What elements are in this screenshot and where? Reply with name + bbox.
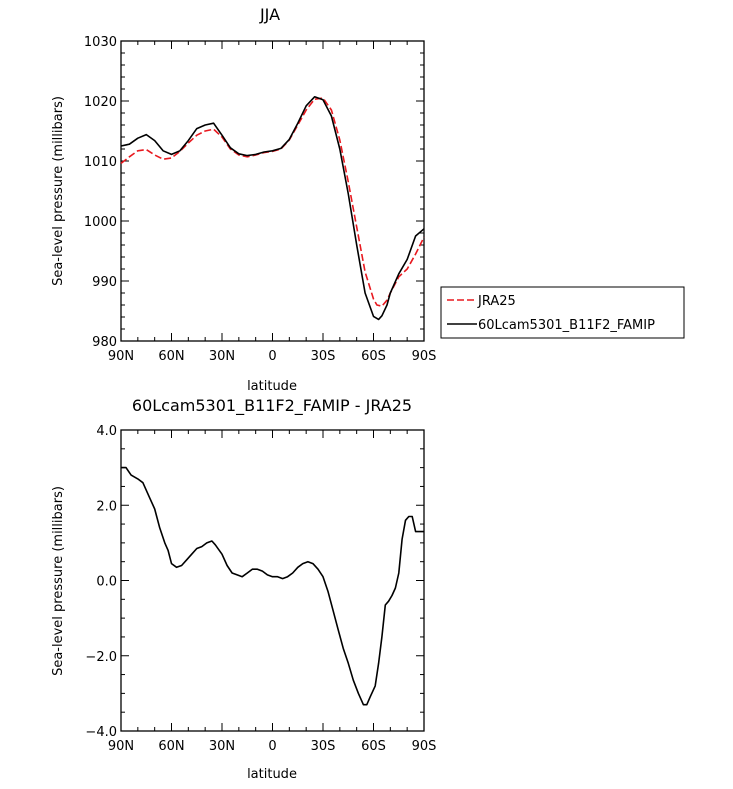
top-y-tick-label: 990 [92,275,117,290]
top-series-line-1 [120,96,425,321]
top-y-tick-label: 1000 [84,215,117,230]
bottom-x-tick-label: 0 [268,739,276,754]
bottom-y-tick-label: 0.0 [96,575,117,590]
bottom-x-tick-label: 60N [158,739,184,754]
bottom-x-tick-label: 30N [209,739,235,754]
legend: JRA25 60Lcam5301_B11F2_FAMIP [440,286,685,339]
bottom-series-line-0 [121,466,424,706]
legend-box [440,286,685,339]
top-chart-title: JJA [259,5,280,24]
top-x-tick-label: 30N [209,349,235,364]
top-x-tick-label: 90N [108,349,134,364]
top-x-tick-label: 60S [361,349,386,364]
bottom-y-axis-title: Sea-level pressure (millibars) [51,486,66,676]
bottom-x-tick-label: 90S [412,739,437,754]
top-plot-frame [120,40,425,342]
bottom-plot-frame [120,429,425,732]
bottom-series-lines [121,466,424,706]
bottom-ticks: 90N 60N 30N 0 30S 60S 90S −4.0 −2.0 0.0 2.0 4.0 [85,424,436,754]
top-y-tick-label: 1010 [84,155,117,170]
top-y-tick-label: 980 [92,335,117,350]
legend-label-model: 60Lcam5301_B11F2_FAMIP [478,318,655,333]
top-panel: JJA 90N 60N 30N 0 30S 60S 90S 980 990 1000 1010 102… [51,5,685,394]
legend-label-jra25: JRA25 [477,294,516,309]
bottom-x-tick-label: 30S [311,739,336,754]
top-series-lines [120,96,425,321]
top-x-tick-label: 30S [311,349,336,364]
top-ticks: 90N 60N 30N 0 30S 60S 90S 980 990 1000 1010 1020 103… [84,35,436,364]
bottom-x-tick-label: 60S [361,739,386,754]
top-x-tick-label: 0 [268,349,276,364]
top-y-tick-label: 1030 [84,35,117,50]
bottom-y-tick-label: −2.0 [85,650,117,665]
top-x-tick-label: 90S [412,349,437,364]
bottom-chart-title: 60Lcam5301_B11F2_FAMIP - JRA25 [132,396,412,416]
top-y-axis-title: Sea-level pressure (millibars) [51,96,66,286]
bottom-x-tick-label: 90N [108,739,134,754]
bottom-y-tick-label: −4.0 [85,725,117,740]
top-y-tick-label: 1020 [84,95,117,110]
top-x-axis-title: latitude [247,379,297,394]
bottom-y-tick-label: 2.0 [96,499,117,514]
top-series-line-0 [120,97,425,307]
bottom-y-tick-label: 4.0 [96,424,117,439]
bottom-x-axis-title: latitude [247,767,297,782]
top-x-tick-label: 60N [158,349,184,364]
bottom-panel: 60Lcam5301_B11F2_FAMIP - JRA25 90N 60N 30N… [51,396,436,782]
